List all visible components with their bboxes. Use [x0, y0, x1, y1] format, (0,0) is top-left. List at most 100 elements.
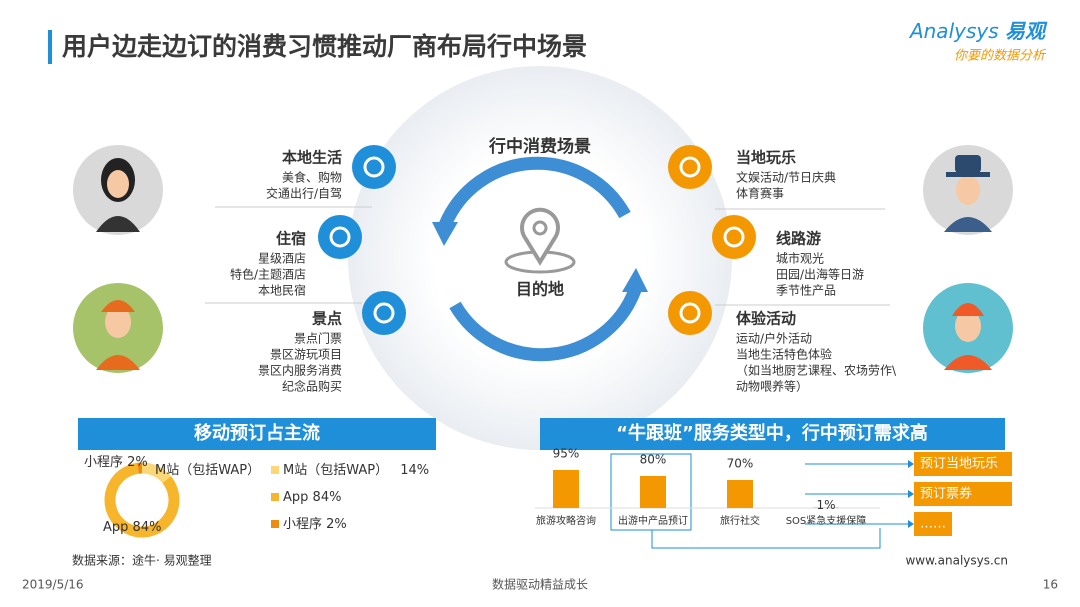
scene-item: 美食、购物 [282, 170, 342, 185]
avatar-body [96, 216, 140, 232]
avatar-body [96, 355, 140, 370]
legend-name: M站（包括WAP） [283, 463, 388, 478]
legend-label: App 84% [283, 490, 341, 505]
scene-item: 文娱活动/节日庆典 [736, 170, 836, 185]
page-number: 16 [1043, 578, 1058, 592]
legend-label: M站（包括WAP） 14% [283, 463, 429, 478]
scene-item: 纪念品购买 [282, 379, 342, 394]
slice-label: 小程序 2% [84, 455, 148, 470]
scene-icon [362, 291, 406, 335]
connector [651, 528, 881, 549]
pin-icon [520, 207, 560, 266]
outcome-box [914, 512, 952, 536]
scene-icon-glyph [373, 302, 395, 324]
donut-slice [104, 462, 180, 538]
slice-label: App 84% [103, 520, 161, 535]
bar [553, 470, 579, 508]
legend-value: 2% [326, 517, 347, 532]
scene-item: 田园/出海等日游 [776, 267, 864, 282]
value-label: 95% [553, 447, 580, 461]
scene-item: 当地生活特色体验 [736, 347, 832, 362]
slice-name: App [103, 520, 128, 535]
website: www.analysys.cn [905, 554, 1008, 568]
arrow-arc [438, 156, 631, 228]
scene-item: 运动/户外活动 [736, 331, 812, 346]
scene-center: 目的地 [516, 280, 564, 299]
donut-slice [141, 462, 171, 484]
outcome-label: …… [920, 517, 946, 532]
legend-swatch [271, 493, 279, 501]
scene-group-title: 景点 [312, 310, 342, 328]
scene-item: （如当地厨艺课程、农场劳作\ [736, 363, 897, 378]
outcome-box [914, 482, 1012, 506]
legend-name: App [283, 490, 308, 505]
avatar-cap [952, 303, 984, 316]
scene-icon-glyph [329, 226, 351, 248]
avatar-face [105, 306, 131, 338]
footer-slogan: 数据驱动精益成长 [492, 577, 588, 592]
legend-value: 14% [400, 463, 429, 478]
scene-icon [668, 145, 712, 189]
scene-item: 城市观光 [776, 251, 824, 266]
slice-value: 84% [133, 520, 162, 535]
slice-value: 2% [127, 455, 148, 470]
slice-name: 小程序 [84, 455, 123, 470]
outcome-label: 预订票券 [920, 486, 972, 502]
avatar-hat [946, 172, 990, 177]
outcome-arrowhead [908, 520, 914, 528]
logo-cn: 易观 [1005, 19, 1048, 43]
slice-name: M站（包括WAP） [155, 463, 260, 478]
logo: Analysys 易观 [908, 19, 1048, 43]
scene-icon [352, 145, 396, 189]
scene-item: 本地民宿 [258, 283, 306, 298]
x-tick-label: SOS紧急支援保障 [786, 514, 867, 527]
scene-icon [712, 215, 756, 259]
scene-title: 行中消费场景 [488, 136, 591, 157]
source: 数据来源：途牛· 易观整理 [72, 553, 212, 568]
arrow-head [432, 222, 458, 246]
date: 2019/5/16 [22, 578, 84, 592]
chart-header [78, 418, 436, 450]
value-label: 1% [816, 498, 835, 512]
outcome-arrowhead [908, 460, 914, 468]
scene-item: 交通出行/自驾 [266, 186, 342, 201]
slice-label: M站（包括WAP） [155, 463, 260, 478]
logo-brand: Analysys [908, 19, 999, 43]
bar [640, 476, 666, 508]
scene-item: 景区内服务消费 [258, 363, 342, 378]
legend-swatch [271, 520, 279, 528]
x-tick-label: 出游中产品预订 [618, 514, 688, 527]
x-tick-label: 旅行社交 [720, 514, 760, 527]
scene-item: 星级酒店 [258, 252, 306, 266]
value-label: 80% [640, 453, 667, 467]
avatar-body [944, 217, 992, 232]
scene-group-title: 线路游 [776, 230, 821, 248]
arrow-arc [449, 287, 642, 362]
scene-item: 体育赛事 [736, 186, 784, 201]
scene-group-title: 体验活动 [736, 310, 796, 328]
pin-dot [532, 220, 548, 236]
value-label: 70% [727, 457, 754, 471]
avatar-body [944, 355, 992, 370]
chart-title: “牛跟班”服务类型中，行中预订需求高 [616, 422, 928, 444]
avatar-face [955, 310, 981, 342]
chart-header [540, 418, 1005, 450]
title-bar [48, 30, 52, 64]
slide-title: 用户边走边订的消费习惯推动厂商布局行中场景 [62, 32, 587, 61]
scene-icon [318, 215, 362, 259]
legend-swatch [271, 466, 279, 474]
scene-icon-glyph [723, 226, 745, 248]
scene-item: 特色/主题酒店 [230, 267, 306, 282]
outcome-arrowhead [908, 490, 914, 498]
avatars [73, 145, 1013, 373]
chart-title: 移动预订占主流 [194, 422, 320, 444]
legend-label: 小程序 2% [283, 517, 347, 532]
scene-icon [668, 291, 712, 335]
avatar-face [107, 170, 129, 198]
bar [727, 480, 753, 508]
scene-item: 景点门票 [294, 331, 342, 346]
scene-icon-glyph [363, 156, 385, 178]
avatar-cap [101, 300, 135, 312]
scene-item: 动物喂养等） [736, 379, 808, 394]
